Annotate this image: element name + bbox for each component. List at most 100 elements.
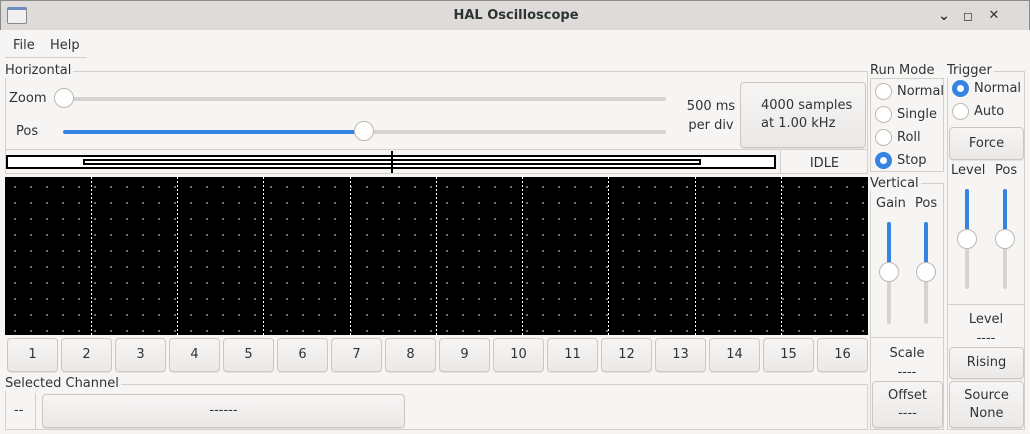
radio-indicator bbox=[875, 152, 892, 169]
channel-label: 6 bbox=[298, 347, 307, 362]
force-button[interactable]: Force bbox=[949, 127, 1024, 160]
maximize-button[interactable]: ◻ bbox=[963, 9, 973, 23]
scale-value: ---- bbox=[897, 365, 917, 380]
record-position-bar[interactable] bbox=[6, 151, 776, 173]
channel-button-6[interactable]: 6 bbox=[277, 338, 328, 372]
channel-button-2[interactable]: 2 bbox=[61, 338, 112, 372]
zoom-label: Zoom bbox=[9, 91, 47, 106]
offset-button[interactable]: Offset ---- bbox=[872, 381, 943, 428]
zoom-slider[interactable] bbox=[54, 88, 666, 110]
channel-label: 13 bbox=[672, 347, 689, 362]
run-mode-legend: Run Mode bbox=[870, 63, 937, 78]
pos-label: Pos bbox=[16, 124, 39, 139]
channel-button-3[interactable]: 3 bbox=[115, 338, 166, 372]
menu-divider bbox=[5, 57, 87, 58]
channel-button-14[interactable]: 14 bbox=[709, 338, 760, 372]
divider bbox=[871, 337, 943, 338]
channel-label: 5 bbox=[244, 347, 253, 362]
radio-label: Roll bbox=[897, 130, 921, 145]
divider bbox=[948, 304, 1024, 305]
trigger-mode-normal-radio[interactable]: Normal bbox=[952, 80, 1021, 97]
channel-button-15[interactable]: 15 bbox=[763, 338, 814, 372]
timebase-unit: per div bbox=[688, 118, 734, 133]
channel-button-11[interactable]: 11 bbox=[547, 338, 598, 372]
channel-label: 3 bbox=[136, 347, 145, 362]
minimize-button[interactable]: ⌄ bbox=[938, 8, 950, 24]
radio-indicator bbox=[952, 103, 969, 120]
samples-button[interactable]: 4000 samples at 1.00 kHz bbox=[740, 82, 866, 148]
window-icon bbox=[7, 7, 27, 24]
channel-button-8[interactable]: 8 bbox=[385, 338, 436, 372]
radio-label: Stop bbox=[897, 153, 927, 168]
horizontal-legend: Horizontal bbox=[5, 63, 74, 78]
selected-channel-name: ------ bbox=[209, 403, 238, 418]
channel-label: 2 bbox=[82, 347, 91, 362]
channel-label: 9 bbox=[460, 347, 469, 362]
offset-title: Offset bbox=[887, 387, 928, 403]
acquisition-status: IDLE bbox=[809, 156, 840, 171]
run-mode-roll-radio[interactable]: Roll bbox=[875, 129, 921, 146]
channel-label: 8 bbox=[406, 347, 415, 362]
selected-channel-frame bbox=[5, 384, 868, 430]
trigger-edge-button[interactable]: Rising bbox=[949, 347, 1024, 379]
trigger-pos-slider-thumb[interactable] bbox=[995, 229, 1015, 249]
vertical-pos-slider[interactable] bbox=[916, 222, 936, 324]
timebase-readout: 500 ms per div bbox=[680, 97, 742, 135]
trigger-legend: Trigger bbox=[947, 63, 994, 78]
channel-label: 4 bbox=[190, 347, 199, 362]
run-mode-single-radio[interactable]: Single bbox=[875, 106, 937, 123]
menu-help[interactable]: Help bbox=[50, 38, 80, 53]
channel-label: 1 bbox=[28, 347, 37, 362]
divider bbox=[780, 150, 781, 173]
sample-rate: at 1.00 kHz bbox=[761, 116, 836, 131]
vertical-pos-slider-thumb[interactable] bbox=[916, 262, 936, 282]
radio-indicator bbox=[952, 80, 969, 97]
run-mode-frame bbox=[870, 78, 944, 172]
channel-label: 14 bbox=[726, 347, 743, 362]
zoom-slider-thumb[interactable] bbox=[54, 88, 74, 108]
close-button[interactable]: ✕ bbox=[988, 8, 1000, 23]
menu-file[interactable]: File bbox=[13, 38, 35, 53]
samples-count: 4000 samples bbox=[761, 98, 853, 113]
gain-slider[interactable] bbox=[879, 222, 899, 324]
gain-label: Gain bbox=[876, 196, 906, 211]
trigger-marker bbox=[391, 151, 393, 173]
radio-indicator bbox=[875, 129, 892, 146]
run-mode-stop-radio[interactable]: Stop bbox=[875, 152, 927, 169]
radio-label: Normal bbox=[897, 84, 945, 99]
trigger-pos-slider[interactable] bbox=[995, 189, 1015, 289]
channel-button-10[interactable]: 10 bbox=[493, 338, 544, 372]
timebase-value: 500 ms bbox=[686, 99, 736, 114]
trigger-level-slider-thumb[interactable] bbox=[957, 229, 977, 249]
pos-slider[interactable] bbox=[63, 121, 666, 143]
divider bbox=[35, 393, 36, 429]
force-label: Force bbox=[968, 135, 1005, 151]
channel-button-13[interactable]: 13 bbox=[655, 338, 706, 372]
channel-label: 12 bbox=[618, 347, 635, 362]
channel-button-1[interactable]: 1 bbox=[7, 338, 58, 372]
channel-button-7[interactable]: 7 bbox=[331, 338, 382, 372]
horizontal-frame bbox=[5, 71, 868, 174]
window-title: HAL Oscilloscope bbox=[453, 8, 579, 23]
offset-value: ---- bbox=[898, 405, 917, 421]
run-mode-normal-radio[interactable]: Normal bbox=[875, 83, 944, 100]
trigger-level-slider[interactable] bbox=[957, 189, 977, 289]
trigger-mode-auto-radio[interactable]: Auto bbox=[952, 103, 1004, 120]
selected-channel-button[interactable]: ------ bbox=[42, 394, 405, 428]
channel-button-16[interactable]: 16 bbox=[817, 338, 868, 372]
trigger-level-readout: Level ---- bbox=[947, 310, 1025, 348]
oscilloscope-display[interactable] bbox=[5, 177, 868, 335]
pos-slider-thumb[interactable] bbox=[354, 121, 374, 141]
channel-button-12[interactable]: 12 bbox=[601, 338, 652, 372]
gain-slider-thumb[interactable] bbox=[879, 262, 899, 282]
trigger-source-button[interactable]: Source None bbox=[949, 381, 1024, 428]
trigger-level-label: Level bbox=[951, 163, 986, 178]
radio-indicator bbox=[875, 106, 892, 123]
trigger-pos-label: Pos bbox=[995, 163, 1018, 178]
selected-channel-number: -- bbox=[14, 403, 24, 418]
channel-button-9[interactable]: 9 bbox=[439, 338, 490, 372]
channel-button-4[interactable]: 4 bbox=[169, 338, 220, 372]
channel-label: 10 bbox=[510, 347, 527, 362]
channel-button-5[interactable]: 5 bbox=[223, 338, 274, 372]
channel-label: 15 bbox=[780, 347, 797, 362]
